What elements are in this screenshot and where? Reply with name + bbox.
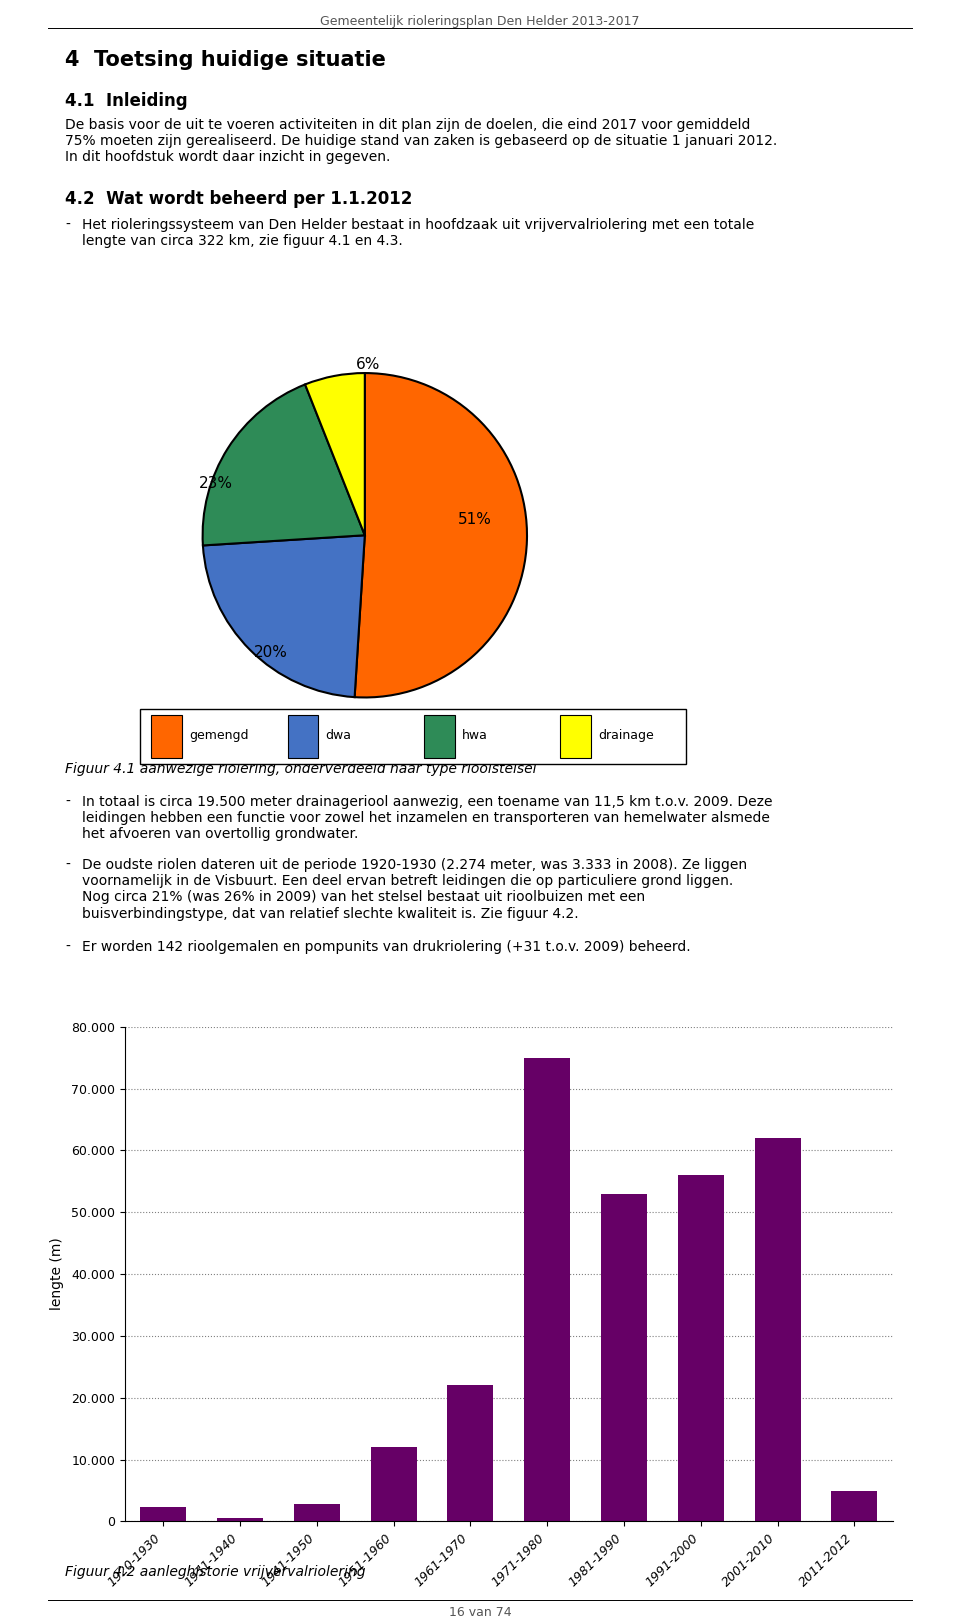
Bar	[371, 1447, 417, 1521]
Text: gemengd: gemengd	[189, 728, 249, 741]
Bar	[424, 715, 455, 757]
Text: 23%: 23%	[199, 475, 232, 491]
Bar	[561, 715, 591, 757]
Bar	[151, 715, 181, 757]
Text: -: -	[65, 941, 70, 954]
Text: De oudste riolen dateren uit de periode 1920-1930 (2.274 meter, was 3.333 in 200: De oudste riolen dateren uit de periode …	[82, 858, 747, 921]
Text: Figuur 4.2 aanleghistorie vrijvervalriolering: Figuur 4.2 aanleghistorie vrijvervalriol…	[65, 1565, 366, 1578]
Bar	[831, 1491, 877, 1521]
FancyBboxPatch shape	[140, 709, 685, 764]
Text: hwa: hwa	[462, 728, 488, 741]
Text: dwa: dwa	[325, 728, 351, 741]
Text: -: -	[65, 217, 70, 232]
Bar	[447, 1385, 493, 1521]
Text: 16 van 74: 16 van 74	[448, 1606, 512, 1619]
Text: 4.2  Wat wordt beheerd per 1.1.2012: 4.2 Wat wordt beheerd per 1.1.2012	[65, 190, 413, 208]
Text: 20%: 20%	[253, 644, 288, 660]
Bar	[217, 1518, 263, 1521]
Wedge shape	[203, 535, 365, 697]
Text: 6%: 6%	[356, 357, 380, 373]
Text: -: -	[65, 858, 70, 873]
Bar	[288, 715, 318, 757]
Text: -: -	[65, 795, 70, 809]
Bar	[140, 1507, 186, 1521]
Bar	[294, 1504, 340, 1521]
Text: Er worden 142 rioolgemalen en pompunits van drukriolering (+31 t.o.v. 2009) behe: Er worden 142 rioolgemalen en pompunits …	[82, 941, 690, 954]
Text: In totaal is circa 19.500 meter drainageriool aanwezig, een toename van 11,5 km : In totaal is circa 19.500 meter drainage…	[82, 795, 773, 842]
Bar	[678, 1174, 724, 1521]
Wedge shape	[203, 384, 365, 545]
Text: Figuur 4.1 aanwezige riolering, onderverdeeld naar type rioolstelsel: Figuur 4.1 aanwezige riolering, onderver…	[65, 762, 537, 775]
Bar	[755, 1139, 801, 1521]
Text: Het rioleringssysteem van Den Helder bestaat in hoofdzaak uit vrijvervalriolerin: Het rioleringssysteem van Den Helder bes…	[82, 217, 755, 248]
Wedge shape	[354, 373, 527, 697]
Text: De basis voor de uit te voeren activiteiten in dit plan zijn de doelen, die eind: De basis voor de uit te voeren activitei…	[65, 118, 778, 164]
Text: 4  Toetsing huidige situatie: 4 Toetsing huidige situatie	[65, 50, 386, 70]
Text: 51%: 51%	[458, 511, 492, 527]
Y-axis label: lengte (m): lengte (m)	[50, 1238, 64, 1311]
Bar	[524, 1058, 570, 1521]
Wedge shape	[305, 373, 365, 535]
Text: Gemeentelijk rioleringsplan Den Helder 2013-2017: Gemeentelijk rioleringsplan Den Helder 2…	[321, 15, 639, 28]
Text: 4.1  Inleiding: 4.1 Inleiding	[65, 92, 187, 110]
Text: drainage: drainage	[598, 728, 654, 741]
Bar	[601, 1194, 647, 1521]
